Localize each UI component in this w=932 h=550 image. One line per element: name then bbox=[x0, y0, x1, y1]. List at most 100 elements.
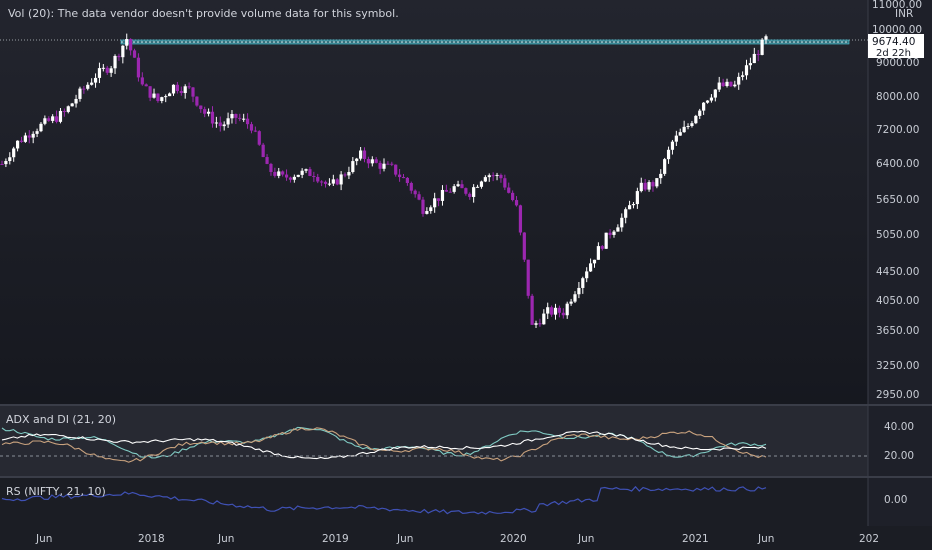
candle-body bbox=[343, 174, 346, 175]
candle-body bbox=[702, 103, 705, 111]
candle-body bbox=[464, 188, 467, 194]
candle-body bbox=[484, 177, 487, 181]
candle-body bbox=[265, 157, 268, 164]
candle-body bbox=[250, 124, 253, 130]
price-tick: 7200.00 bbox=[876, 124, 919, 136]
time-label: 2018 bbox=[138, 533, 165, 545]
time-label: 2020 bbox=[500, 533, 527, 545]
candle-body bbox=[371, 159, 374, 163]
price-tick: 3250.00 bbox=[876, 360, 919, 372]
candle-body bbox=[394, 165, 397, 175]
candle-body bbox=[402, 177, 405, 178]
candle-body bbox=[749, 63, 752, 65]
candle-body bbox=[538, 323, 541, 324]
candle-body bbox=[675, 136, 678, 142]
candle-body bbox=[495, 175, 498, 176]
candle-body bbox=[456, 184, 459, 186]
candle-body bbox=[113, 56, 116, 68]
candle-body bbox=[375, 159, 378, 163]
candle-body bbox=[12, 148, 15, 157]
price-tick: 5050.00 bbox=[876, 229, 919, 241]
candle-body bbox=[589, 263, 592, 271]
candle-body bbox=[414, 191, 417, 195]
candle-body bbox=[269, 164, 272, 172]
price-tick: 3650.00 bbox=[876, 325, 919, 337]
candle-body bbox=[316, 177, 319, 182]
candle-body bbox=[320, 181, 323, 182]
candle-body bbox=[386, 164, 389, 165]
candle-body bbox=[262, 145, 265, 157]
candle-body bbox=[476, 187, 479, 188]
price-tick: 6400.00 bbox=[876, 158, 919, 170]
candle-body bbox=[468, 194, 471, 197]
candle-body bbox=[145, 84, 148, 86]
candle-body bbox=[503, 178, 506, 187]
candle-body bbox=[710, 98, 713, 101]
candle-body bbox=[20, 141, 23, 142]
candle-body bbox=[332, 179, 335, 183]
candle-body bbox=[90, 83, 93, 85]
candle-body bbox=[160, 97, 163, 101]
candle-body bbox=[347, 172, 350, 175]
candle-body bbox=[605, 233, 608, 249]
candle-body bbox=[94, 78, 97, 83]
candle-body bbox=[35, 131, 38, 134]
candle-body bbox=[106, 68, 109, 73]
candle-body bbox=[480, 181, 483, 186]
candle-body bbox=[121, 46, 124, 57]
candle-body bbox=[421, 200, 424, 214]
candle-body bbox=[698, 111, 701, 116]
price-tick: 4450.00 bbox=[876, 266, 919, 278]
adx-tick: 20.00 bbox=[884, 450, 914, 462]
candle-body bbox=[86, 85, 89, 89]
time-label: 2019 bbox=[322, 533, 349, 545]
adx-tick: 40.00 bbox=[884, 421, 914, 433]
candle-body bbox=[655, 178, 658, 186]
candle-body bbox=[523, 233, 526, 260]
candle-body bbox=[133, 50, 136, 57]
candle-body bbox=[550, 307, 553, 314]
adx-pane[interactable] bbox=[0, 406, 868, 476]
candle-body bbox=[492, 175, 495, 176]
candle-body bbox=[534, 323, 537, 325]
adx-pane-label[interactable]: ADX and DI (21, 20) bbox=[6, 413, 116, 426]
candle-body bbox=[8, 157, 11, 161]
candle-body bbox=[258, 131, 261, 145]
candle-body bbox=[78, 89, 81, 99]
last-price-badge[interactable]: 9674.40 2d 22h bbox=[868, 34, 924, 59]
candle-body bbox=[573, 294, 576, 301]
candle-body bbox=[429, 207, 432, 211]
candle-body bbox=[324, 182, 327, 184]
time-label: 202 bbox=[859, 533, 879, 545]
candle-body bbox=[632, 204, 635, 205]
candle-body bbox=[285, 175, 288, 178]
candle-body bbox=[199, 106, 202, 110]
price-axis[interactable] bbox=[868, 0, 932, 526]
candle-body bbox=[47, 118, 50, 121]
candle-body bbox=[651, 182, 654, 186]
candle-body bbox=[566, 304, 569, 316]
candle-body bbox=[74, 99, 77, 104]
candle-body bbox=[172, 85, 175, 94]
rs-pane-label[interactable]: RS (NIFTY, 21, 10) bbox=[6, 485, 106, 498]
resistance-line[interactable] bbox=[121, 40, 849, 44]
candle-body bbox=[425, 211, 428, 214]
candle-body bbox=[647, 182, 650, 190]
candle-body bbox=[156, 94, 159, 101]
candle-body bbox=[764, 36, 767, 39]
rs-pane[interactable] bbox=[0, 478, 868, 526]
candle-body bbox=[714, 90, 717, 98]
candle-body bbox=[168, 93, 171, 96]
candle-body bbox=[254, 131, 257, 132]
candle-body bbox=[176, 85, 179, 91]
candle-body bbox=[460, 184, 463, 188]
candle-body bbox=[328, 184, 331, 185]
candle-body bbox=[281, 171, 284, 174]
candle-body bbox=[207, 112, 210, 114]
candle-body bbox=[215, 122, 218, 123]
candle-body bbox=[597, 246, 600, 260]
candle-body bbox=[141, 77, 144, 84]
time-label: Jun bbox=[757, 533, 774, 545]
candle-body bbox=[16, 141, 19, 149]
